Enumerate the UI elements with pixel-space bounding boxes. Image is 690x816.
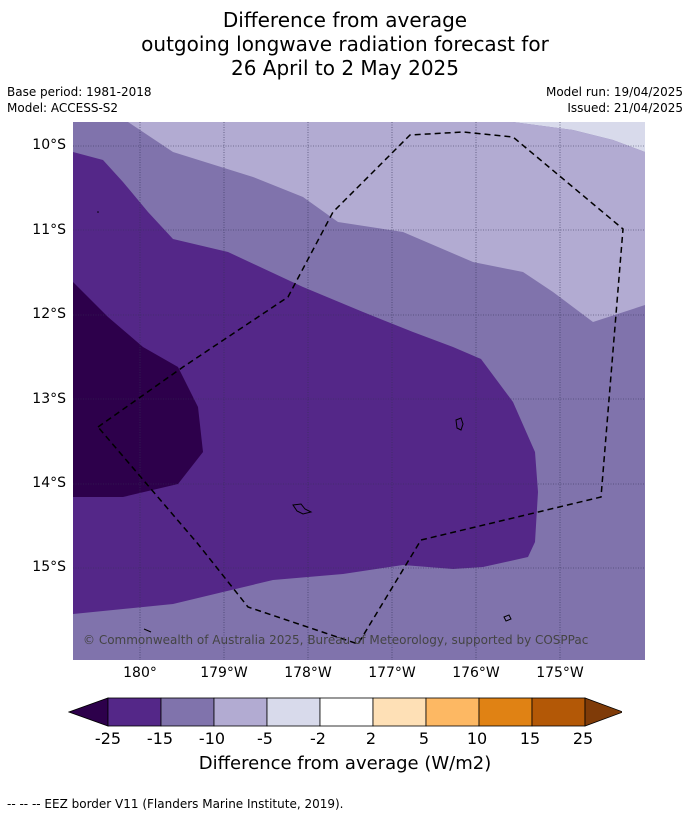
map-gridlines [73, 122, 645, 660]
colorbar-tick-label: 10 [466, 729, 488, 748]
title-line-1: Difference from average [222, 8, 468, 32]
colorbar-swatch [107, 697, 162, 727]
model-run: Model run: 19/04/2025 [545, 85, 683, 99]
model-name: Model: ACCESS-S2 [7, 101, 119, 115]
colorbar-tick-label: 2 [365, 729, 377, 748]
chart-title: Difference from average outgoing longwav… [0, 8, 690, 80]
colorbar-tick-label: 25 [572, 729, 594, 748]
lat-label: 15°S [32, 559, 66, 575]
colorbar-extend-low [68, 697, 109, 727]
copyright-notice: © Commonwealth of Australia 2025, Bureau… [83, 633, 589, 647]
lon-label: 179°W [200, 665, 248, 681]
lon-label: 175°W [536, 665, 584, 681]
lat-label: 13°S [32, 391, 66, 407]
island-outline [455, 417, 464, 431]
island-outline [292, 503, 313, 515]
colorbar-swatch [319, 697, 374, 727]
anomaly-region-minus5-to-minus2 [513, 122, 645, 152]
colorbar-swatch [213, 697, 268, 727]
island-outline [503, 614, 512, 622]
lon-label: 180° [123, 665, 157, 681]
colorbar-tick-label: 5 [418, 729, 430, 748]
colorbar-swatch [531, 697, 586, 727]
lat-label: 10°S [32, 137, 66, 153]
eez-legend-note: -- -- -- EEZ border V11 (Flanders Marine… [7, 797, 344, 811]
meta-left: Base period: 1981-2018 Model: ACCESS-S2 [7, 84, 152, 116]
colorbar-tick-label: -10 [198, 729, 226, 748]
colorbar [68, 697, 622, 727]
anomaly-map [73, 122, 645, 660]
base-period: Base period: 1981-2018 [7, 85, 152, 99]
colorbar-tick-label: -2 [310, 729, 326, 748]
island-outline [97, 211, 99, 213]
colorbar-tick-label: -25 [94, 729, 122, 748]
title-line-2: outgoing longwave radiation forecast for [141, 32, 549, 56]
eez-border [96, 131, 624, 645]
colorbar-title: Difference from average (W/m2) [198, 753, 492, 774]
lon-label: 176°W [452, 665, 500, 681]
colorbar-swatch [425, 697, 480, 727]
island-outline [143, 628, 152, 633]
title-line-3: 26 April to 2 May 2025 [231, 56, 459, 80]
anomaly-region-minus10-to-minus5 [128, 122, 645, 322]
anomaly-region-below-minus25 [73, 282, 203, 497]
colorbar-tick-label: -5 [257, 729, 273, 748]
lat-label: 12°S [32, 306, 66, 322]
lon-label: 177°W [368, 665, 416, 681]
colorbar-tick-label: 15 [519, 729, 541, 748]
meta-right: Model run: 19/04/2025 Issued: 21/04/2025 [546, 84, 683, 116]
anomaly-region-minus25-to-minus15 [73, 152, 538, 614]
lat-label: 14°S [32, 475, 66, 491]
lon-label: 178°W [284, 665, 332, 681]
colorbar-swatch [266, 697, 321, 727]
colorbar-swatch [160, 697, 215, 727]
issued-date: Issued: 21/04/2025 [567, 101, 683, 115]
colorbar-swatch [478, 697, 533, 727]
colorbar-tick-label: -15 [146, 729, 174, 748]
colorbar-swatch [372, 697, 427, 727]
lat-label: 11°S [32, 222, 66, 238]
colorbar-extend-high [584, 697, 622, 727]
